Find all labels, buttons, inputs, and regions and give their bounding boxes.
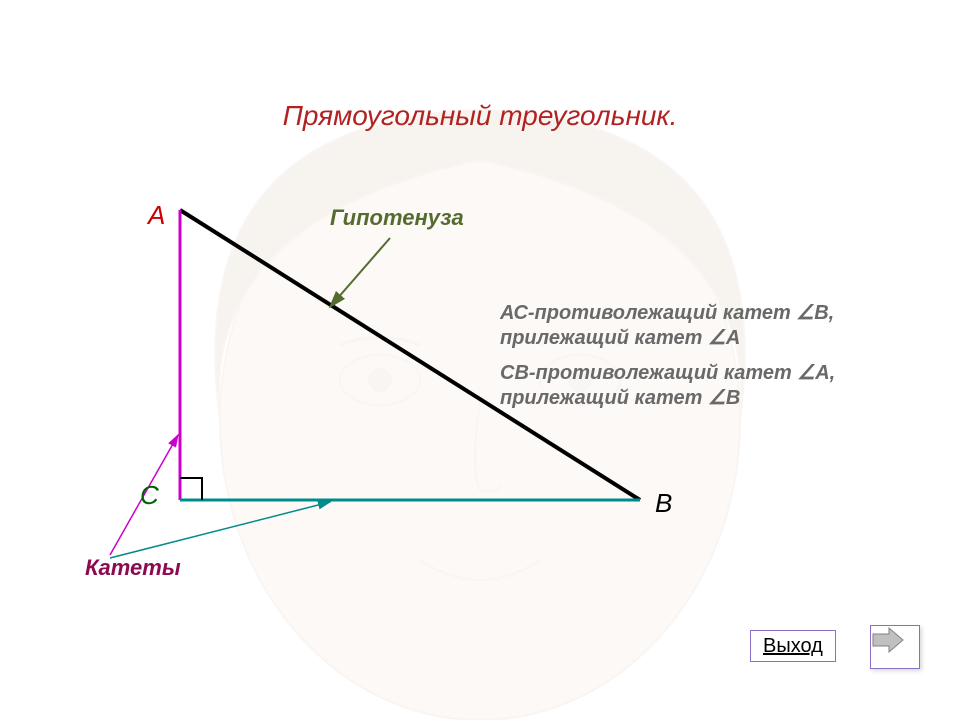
vertex-label-a: A (148, 200, 165, 231)
vertex-label-b: B (655, 488, 672, 519)
description-ac: АС-противолежащий катет ∠В, прилежащий к… (500, 300, 834, 350)
vertex-label-c: C (140, 480, 159, 511)
diagram-stage: Прямоугольный треугольник. A B C Гипотен… (0, 0, 960, 720)
next-arrow-icon (871, 626, 905, 654)
exit-button[interactable]: Выход (750, 630, 836, 662)
next-button[interactable] (870, 625, 920, 669)
legs-label: Катеты (85, 555, 181, 581)
description-cb: СВ-противолежащий катет ∠А, прилежащий к… (500, 360, 835, 410)
hypotenuse-label: Гипотенуза (330, 205, 464, 231)
